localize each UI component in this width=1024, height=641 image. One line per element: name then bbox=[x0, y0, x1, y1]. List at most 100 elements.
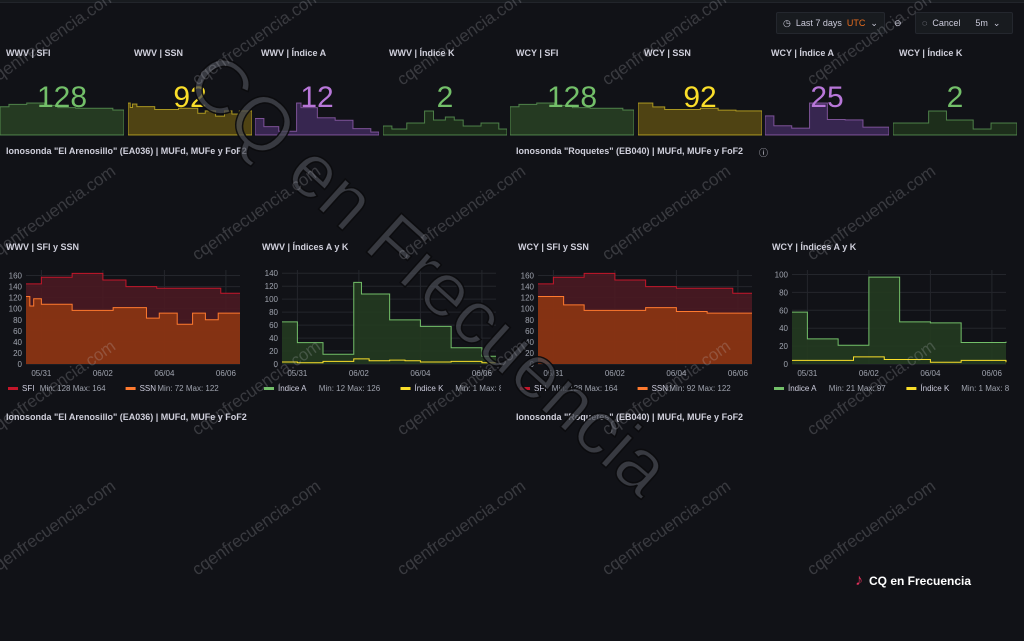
series-line-wcy_ssn bbox=[538, 296, 752, 314]
stat-panel[interactable]: WWV | SFI 128 bbox=[0, 45, 124, 137]
ionosonda-arenosillo-title: Ionosonda "El Arenosillo" (EA036) | MUFd… bbox=[6, 146, 247, 156]
sparkline bbox=[128, 102, 252, 136]
legend-name: SSN bbox=[652, 384, 669, 393]
timeseries-chart[interactable]: 0 20 40 60 80 100 05/31 06/02 06/04 06/06 Índice A… bbox=[766, 262, 1011, 402]
series-line-wwv_k bbox=[282, 358, 496, 364]
y-tick-label: 100 bbox=[9, 305, 23, 314]
stat-title: WCY | SSN bbox=[644, 48, 691, 58]
chart-title: WWV | SFI y SSN bbox=[6, 242, 80, 252]
stat-panel[interactable]: WWV | SSN 92 bbox=[128, 45, 252, 137]
series-line-wwv_sfi bbox=[26, 272, 240, 294]
y-tick-label: 0 bbox=[784, 360, 789, 369]
x-tick-label: 06/06 bbox=[216, 369, 237, 378]
y-tick-label: 160 bbox=[521, 272, 535, 281]
sparkline bbox=[638, 102, 762, 136]
legend-name: Índice A bbox=[278, 384, 307, 393]
legend-swatch bbox=[264, 387, 274, 390]
chevron-down-icon: ⌄ bbox=[992, 17, 1001, 28]
chart-title: WCY | Índices A y K bbox=[772, 242, 857, 252]
legend-stats: Min: 21 Max: 97 bbox=[829, 384, 886, 393]
y-tick-label: 80 bbox=[13, 316, 22, 325]
legend-swatch bbox=[400, 387, 411, 390]
y-tick-label: 20 bbox=[269, 347, 278, 356]
stat-title: WWV | SSN bbox=[134, 48, 184, 58]
x-tick-label: 06/02 bbox=[605, 369, 626, 378]
stat-panel[interactable]: WWV | Índice K 2 bbox=[383, 45, 507, 137]
chart-title: WCY | SFI y SSN bbox=[518, 242, 589, 252]
legend-item[interactable]: Índice K Min: 1 Max: 8 bbox=[400, 384, 504, 393]
legend-item[interactable]: SFI Min: 128 Max: 164 bbox=[8, 384, 106, 393]
ionosonda-roquetes-title: Ionosonda "Roquetes" (EB040) | MUFd, MUF… bbox=[516, 146, 744, 156]
y-tick-label: 120 bbox=[521, 294, 535, 303]
y-tick-label: 40 bbox=[779, 324, 788, 333]
series-area-wwv_a bbox=[282, 282, 496, 364]
series-line-wwv_ssn bbox=[26, 296, 240, 325]
stat-value: 25 bbox=[810, 81, 844, 114]
stat-title: WWV | Índice K bbox=[389, 48, 455, 58]
stat-panel[interactable]: WWV | Índice A 12 bbox=[255, 45, 379, 137]
x-tick-label: 05/31 bbox=[31, 369, 52, 378]
time-picker[interactable]: ◷ Last 7 days UTC ⌄ bbox=[776, 12, 885, 34]
legend-swatch bbox=[906, 387, 917, 390]
timeseries-chart[interactable]: 0 20 40 60 80 100 120 140 160 05/31 06/02 06/04 06/0… bbox=[512, 262, 757, 402]
x-tick-label: 05/31 bbox=[543, 369, 564, 378]
stat-title: WCY | SFI bbox=[516, 48, 559, 58]
x-tick-label: 06/04 bbox=[920, 369, 941, 378]
stat-panel[interactable]: WCY | SSN 92 bbox=[638, 45, 762, 137]
legend-item[interactable]: Índice A Min: 12 Max: 126 bbox=[264, 384, 381, 393]
watermark-text: cqenfrecuencia.com bbox=[188, 476, 325, 580]
stat-panel[interactable]: WCY | Índice K 2 bbox=[893, 45, 1017, 137]
stat-panel[interactable]: WCY | SFI 128 bbox=[510, 45, 634, 137]
ionosonda-roquetes-title-2: Ionosonda "Roquetes" (EB040) | MUFd, MUF… bbox=[516, 412, 744, 422]
legend-name: Índice A bbox=[788, 384, 817, 393]
y-tick-label: 20 bbox=[13, 349, 22, 358]
series-area-wwv_ssn bbox=[26, 296, 240, 364]
y-tick-label: 40 bbox=[525, 338, 534, 347]
series-line-wcy_a bbox=[792, 276, 1007, 346]
y-tick-label: 40 bbox=[13, 338, 22, 347]
y-tick-label: 120 bbox=[9, 294, 23, 303]
x-tick-label: 05/31 bbox=[287, 369, 308, 378]
y-tick-label: 80 bbox=[779, 288, 788, 297]
stat-value: 92 bbox=[683, 81, 717, 114]
y-tick-label: 60 bbox=[269, 321, 278, 330]
stat-value: 128 bbox=[36, 81, 88, 114]
timeseries-chart[interactable]: 0 20 40 60 80 100 120 140 160 05/31 06/02 06/04 06/0… bbox=[0, 262, 245, 402]
series-line-wcy_k bbox=[792, 356, 1007, 363]
stat-value: 12 bbox=[300, 81, 334, 114]
legend-item[interactable]: SFI Min: 128 Max: 164 bbox=[520, 384, 618, 393]
legend-swatch bbox=[8, 387, 18, 390]
legend-name: SFI bbox=[534, 384, 546, 393]
legend-name: Índice K bbox=[415, 384, 445, 393]
timeseries-chart[interactable]: 0 20 40 60 80 100 120 140 05/31 06/02 06/04 06/06 Ín… bbox=[256, 262, 504, 402]
legend-stats: Min: 128 Max: 164 bbox=[40, 384, 106, 393]
zoom-out-icon: ⊖ bbox=[894, 17, 902, 28]
zoom-out-button[interactable]: ⊖ bbox=[888, 12, 908, 34]
refresh-interval[interactable]: 5m bbox=[975, 18, 988, 28]
timezone-label: UTC bbox=[846, 18, 866, 28]
legend-item[interactable]: Índice A Min: 21 Max: 97 bbox=[774, 384, 886, 393]
sparkline bbox=[765, 102, 889, 136]
sparkline bbox=[255, 102, 379, 136]
legend-stats: Min: 1 Max: 8 bbox=[455, 384, 501, 393]
y-tick-label: 60 bbox=[779, 306, 788, 315]
y-tick-label: 20 bbox=[779, 342, 788, 351]
y-tick-label: 140 bbox=[265, 269, 279, 278]
legend-stats: Min: 92 Max: 122 bbox=[669, 384, 731, 393]
stat-panel[interactable]: WCY | Índice A 25 bbox=[765, 45, 889, 137]
y-tick-label: 80 bbox=[525, 316, 534, 325]
legend-item[interactable]: SSN Min: 92 Max: 122 bbox=[637, 384, 732, 393]
legend-item[interactable]: SSN Min: 72 Max: 122 bbox=[125, 384, 220, 393]
stat-title: WWV | Índice A bbox=[261, 48, 327, 58]
top-bar bbox=[0, 0, 1024, 3]
cancel-button[interactable]: Cancel bbox=[932, 18, 961, 28]
refresh-controls[interactable]: ◌ Cancel 5m ⌄ bbox=[915, 12, 1013, 34]
legend-name: Índice K bbox=[920, 384, 950, 393]
legend-item[interactable]: Índice K Min: 1 Max: 8 bbox=[906, 384, 1010, 393]
stat-value: 128 bbox=[546, 81, 598, 114]
y-tick-label: 100 bbox=[775, 270, 789, 279]
x-tick-label: 06/04 bbox=[154, 369, 175, 378]
x-tick-label: 06/06 bbox=[982, 369, 1003, 378]
y-tick-label: 140 bbox=[9, 283, 23, 292]
info-icon[interactable]: ⓘ bbox=[759, 148, 769, 158]
